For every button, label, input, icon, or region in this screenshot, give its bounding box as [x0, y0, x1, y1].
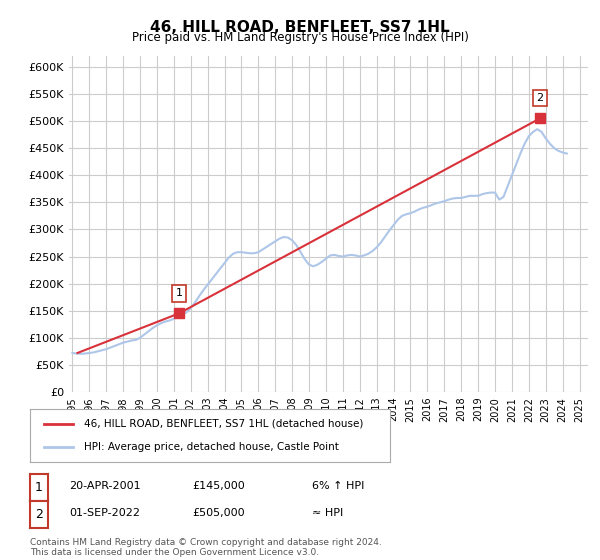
Text: 6% ↑ HPI: 6% ↑ HPI [312, 481, 364, 491]
Text: 2: 2 [536, 93, 544, 103]
Text: Price paid vs. HM Land Registry's House Price Index (HPI): Price paid vs. HM Land Registry's House … [131, 31, 469, 44]
Text: 01-SEP-2022: 01-SEP-2022 [69, 508, 140, 518]
Text: 2: 2 [35, 508, 43, 521]
Text: 1: 1 [35, 481, 43, 494]
Text: ≈ HPI: ≈ HPI [312, 508, 343, 518]
Text: £505,000: £505,000 [192, 508, 245, 518]
Text: 1: 1 [175, 288, 182, 298]
Text: Contains HM Land Registry data © Crown copyright and database right 2024.
This d: Contains HM Land Registry data © Crown c… [30, 538, 382, 557]
Text: 46, HILL ROAD, BENFLEET, SS7 1HL: 46, HILL ROAD, BENFLEET, SS7 1HL [150, 20, 450, 35]
Text: HPI: Average price, detached house, Castle Point: HPI: Average price, detached house, Cast… [84, 442, 339, 452]
Text: 46, HILL ROAD, BENFLEET, SS7 1HL (detached house): 46, HILL ROAD, BENFLEET, SS7 1HL (detach… [84, 419, 364, 429]
Text: £145,000: £145,000 [192, 481, 245, 491]
Text: 20-APR-2001: 20-APR-2001 [69, 481, 140, 491]
